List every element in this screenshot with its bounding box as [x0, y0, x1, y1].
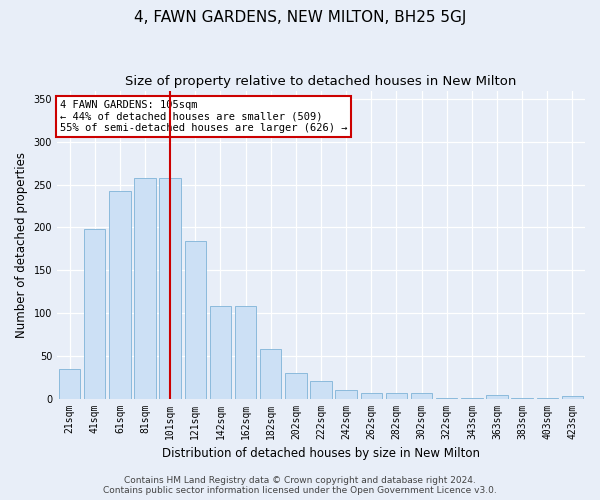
- Bar: [59, 368, 80, 398]
- Text: Contains HM Land Registry data © Crown copyright and database right 2024.
Contai: Contains HM Land Registry data © Crown c…: [103, 476, 497, 495]
- Bar: [562, 396, 583, 398]
- Text: 4, FAWN GARDENS, NEW MILTON, BH25 5GJ: 4, FAWN GARDENS, NEW MILTON, BH25 5GJ: [134, 10, 466, 25]
- Y-axis label: Number of detached properties: Number of detached properties: [15, 152, 28, 338]
- Bar: [185, 241, 206, 398]
- Bar: [235, 306, 256, 398]
- Bar: [310, 382, 332, 398]
- Bar: [335, 390, 357, 398]
- Bar: [210, 306, 231, 398]
- Title: Size of property relative to detached houses in New Milton: Size of property relative to detached ho…: [125, 75, 517, 88]
- Bar: [260, 349, 281, 399]
- Bar: [134, 178, 156, 398]
- Bar: [109, 190, 131, 398]
- Bar: [285, 373, 307, 398]
- Bar: [487, 395, 508, 398]
- Bar: [386, 394, 407, 398]
- Bar: [411, 394, 432, 398]
- Text: 4 FAWN GARDENS: 105sqm
← 44% of detached houses are smaller (509)
55% of semi-de: 4 FAWN GARDENS: 105sqm ← 44% of detached…: [59, 100, 347, 133]
- Bar: [84, 229, 106, 398]
- Bar: [361, 394, 382, 398]
- X-axis label: Distribution of detached houses by size in New Milton: Distribution of detached houses by size …: [162, 447, 480, 460]
- Bar: [160, 178, 181, 398]
